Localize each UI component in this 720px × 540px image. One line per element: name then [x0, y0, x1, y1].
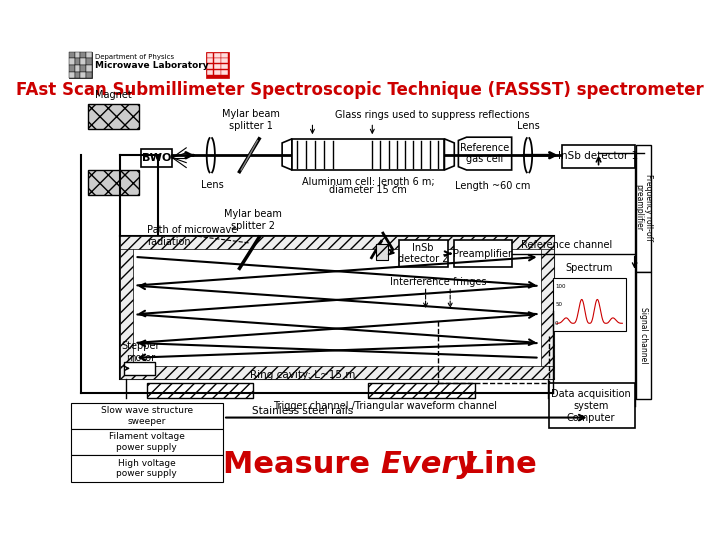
Text: Data acquisition
system
Computer: Data acquisition system Computer [552, 389, 631, 423]
Text: InSb
detector 2: InSb detector 2 [398, 243, 449, 265]
Text: InSb detector 1: InSb detector 1 [559, 151, 639, 161]
Text: Spectrum: Spectrum [566, 264, 613, 273]
Text: Path of microwave
radiation: Path of microwave radiation [147, 225, 237, 247]
Bar [75, 52, 81, 58]
Bar [120, 235, 554, 379]
Bar [81, 58, 86, 65]
Text: Frequency roll-off
preamplifier: Frequency roll-off preamplifier [634, 174, 653, 241]
Bar [636, 145, 651, 272]
Text: Mylar beam
splitter 1: Mylar beam splitter 1 [222, 109, 280, 131]
Text: Line: Line [454, 450, 537, 479]
Bar [81, 65, 86, 72]
Bar [368, 383, 474, 398]
Bar [553, 278, 626, 332]
Bar [69, 52, 92, 78]
Bar [222, 70, 228, 75]
Text: Stepper
motor: Stepper motor [121, 341, 160, 363]
Bar [86, 58, 92, 65]
Bar [75, 72, 81, 78]
Bar [147, 383, 253, 398]
Text: 50: 50 [555, 302, 562, 307]
Bar [541, 235, 554, 379]
Bar [141, 148, 172, 167]
Bar [562, 145, 634, 167]
Text: Slow wave structure
sweeper: Slow wave structure sweeper [101, 406, 193, 426]
Bar [88, 170, 139, 194]
Bar [69, 72, 75, 78]
Bar [214, 53, 220, 58]
Bar [214, 64, 220, 69]
Bar [214, 58, 220, 63]
Text: Reference
gas cell: Reference gas cell [460, 143, 509, 164]
Bar [222, 53, 228, 58]
Text: Measure: Measure [223, 450, 380, 479]
Bar [207, 70, 213, 75]
Polygon shape [282, 139, 292, 170]
Text: Lens: Lens [517, 120, 539, 131]
Text: High voltage
power supply: High voltage power supply [117, 458, 177, 478]
Text: Filament voltage
power supply: Filament voltage power supply [109, 433, 185, 452]
Text: Length ~60 cm: Length ~60 cm [455, 181, 531, 192]
Bar [207, 53, 213, 58]
Text: Mylar beam
splitter 2: Mylar beam splitter 2 [225, 209, 282, 231]
Text: Microwave Laboratory: Microwave Laboratory [95, 60, 209, 70]
Bar [71, 429, 223, 455]
Bar [222, 64, 228, 69]
Text: Interference fringes: Interference fringes [390, 276, 486, 287]
Text: Reference channel: Reference channel [521, 240, 612, 251]
Bar [636, 272, 651, 399]
Bar [206, 52, 229, 78]
Bar [86, 72, 92, 78]
Text: Aluminum cell: length 6 m;: Aluminum cell: length 6 m; [302, 177, 434, 186]
Bar [86, 52, 92, 58]
Bar [120, 366, 554, 379]
Text: Every: Every [380, 450, 477, 479]
Text: Signal channel: Signal channel [639, 307, 648, 363]
Text: Stainless steel rails: Stainless steel rails [252, 406, 354, 416]
Bar [75, 65, 81, 72]
Text: diameter 15 cm: diameter 15 cm [329, 185, 407, 195]
Bar [120, 235, 554, 249]
Bar [71, 403, 223, 429]
Text: Ring cavity: L~15 m: Ring cavity: L~15 m [250, 370, 355, 380]
Text: FAst Scan Submillimeter Spectroscopic Technique (FASSST) spectrometer: FAst Scan Submillimeter Spectroscopic Te… [16, 80, 704, 99]
Bar [69, 52, 75, 58]
Text: 100: 100 [555, 284, 566, 289]
Text: BWO: BWO [142, 153, 171, 163]
Bar [549, 383, 634, 428]
Text: 0: 0 [555, 321, 559, 326]
Text: Trigger channel /Triangular waveform channel: Trigger channel /Triangular waveform cha… [273, 401, 497, 411]
Text: Magnet: Magnet [95, 90, 132, 100]
Bar [292, 139, 444, 170]
Bar [454, 240, 512, 267]
Bar [124, 362, 155, 375]
Bar [207, 64, 213, 69]
Bar [71, 455, 223, 482]
Bar [81, 72, 86, 78]
Text: Lens: Lens [201, 180, 224, 190]
Bar [399, 240, 448, 267]
Bar [222, 58, 228, 63]
Bar [207, 58, 213, 63]
Bar [69, 58, 75, 65]
Text: Preamplifier: Preamplifier [454, 248, 513, 259]
Bar [86, 65, 92, 72]
Bar [377, 244, 388, 260]
Text: Glass rings used to suppress reflections: Glass rings used to suppress reflections [336, 110, 530, 120]
Bar [88, 104, 139, 129]
Bar [120, 235, 133, 379]
Bar [81, 52, 86, 58]
Polygon shape [444, 139, 454, 170]
Polygon shape [459, 137, 512, 170]
Bar [69, 65, 75, 72]
Text: Department of Physics: Department of Physics [95, 54, 174, 60]
Bar [214, 70, 220, 75]
Bar [75, 58, 81, 65]
